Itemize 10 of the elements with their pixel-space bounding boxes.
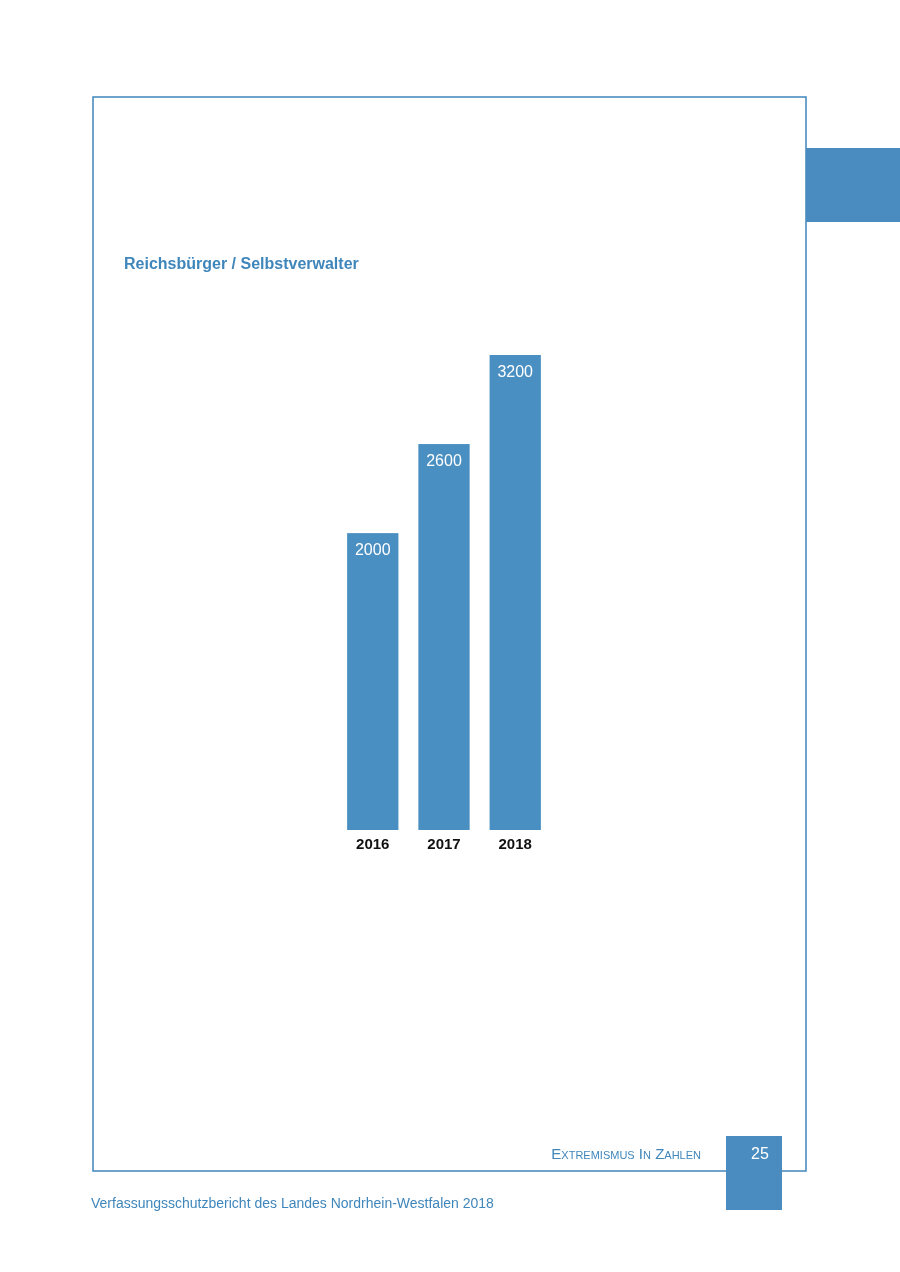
x-tick-label: 2017 <box>427 835 461 852</box>
text: Extremismus In Zahlen <box>551 1145 702 1162</box>
text: Verfassungsschutzbericht des Landes Nordrhein-Westfalen 2018 <box>91 1195 495 1211</box>
data-label: 3200 <box>497 363 534 380</box>
chart-title: Reichsbürger / Selbstverwalter <box>124 255 359 272</box>
x-tick-label: 2018 <box>498 835 532 852</box>
text: 25 <box>751 1145 769 1162</box>
data-label: 2600 <box>426 452 462 470</box>
x-tick-label: 2016 <box>356 835 390 852</box>
data-label: 2000 <box>354 541 391 559</box>
